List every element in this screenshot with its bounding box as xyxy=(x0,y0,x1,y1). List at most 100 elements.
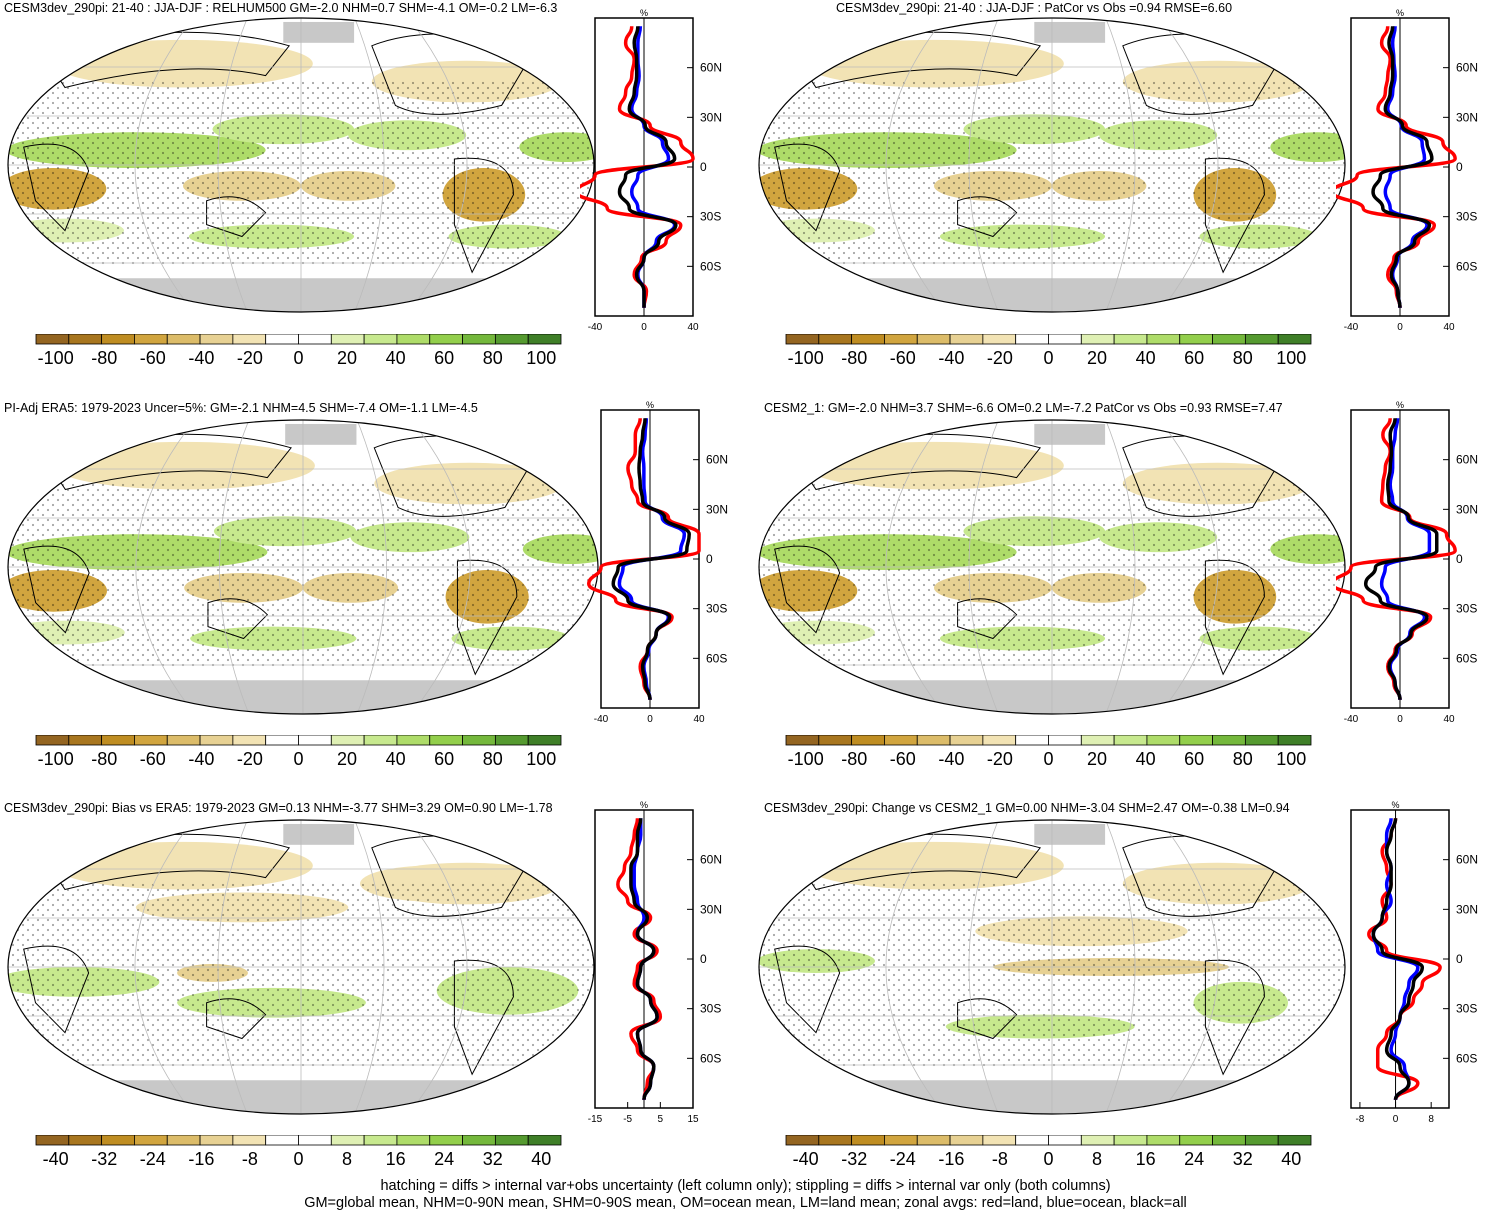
colorbar-swatch xyxy=(232,334,267,345)
graticule-line xyxy=(1159,420,1219,714)
x-tick-label: -40 xyxy=(1344,714,1359,725)
x-tick-label: 0 xyxy=(1397,322,1403,333)
lat-tick-label: 60N xyxy=(1456,61,1478,75)
colorbar-label: -32 xyxy=(91,1149,117,1169)
colorbar-swatch xyxy=(462,1135,496,1146)
continent-outline xyxy=(774,545,841,634)
colorbar-swatch xyxy=(396,1135,431,1146)
zonal-unit: % xyxy=(640,8,648,18)
x-tick-label: 0 xyxy=(1393,1114,1399,1125)
continent-outline xyxy=(1204,157,1265,274)
map-border xyxy=(7,17,595,313)
masked-region xyxy=(1034,423,1106,445)
colorbar-swatch xyxy=(363,735,398,746)
land-zonal-line xyxy=(1367,818,1442,1101)
field-region xyxy=(804,39,1064,88)
field-region xyxy=(53,441,315,490)
continent-outline xyxy=(23,143,90,232)
colorbar-label: 80 xyxy=(483,749,503,769)
colorbar-swatch xyxy=(982,1135,1017,1146)
map-border xyxy=(7,819,595,1115)
lat-tick-label: 60S xyxy=(1456,259,1477,273)
colorbar-swatch xyxy=(232,1135,267,1146)
colorbar-swatch xyxy=(330,735,365,746)
lat-tick-label: 60S xyxy=(1456,651,1477,665)
colorbar-swatch xyxy=(1113,334,1148,345)
colorbar-swatch xyxy=(527,735,562,746)
lat-tick-label: 60N xyxy=(1456,453,1478,467)
lat-tick-label: 0 xyxy=(1456,552,1463,566)
zonal-unit: % xyxy=(646,400,654,410)
all-zonal-line xyxy=(611,418,691,700)
lat-tick-label: 0 xyxy=(700,160,707,174)
colorbar-label: -100 xyxy=(38,348,74,368)
lat-tick-label: 30S xyxy=(700,1002,721,1016)
graticule-line xyxy=(410,420,471,714)
graticule-line xyxy=(885,820,945,1114)
colorbar-swatch xyxy=(101,1135,135,1146)
colorbar-swatch xyxy=(527,1135,562,1146)
colorbar-swatch xyxy=(1179,735,1213,746)
colorbar-label: -16 xyxy=(188,1149,214,1169)
zonal-mean-plot: % 60N 30N 0 30S 60S -40 0 40 xyxy=(580,8,722,333)
colorbar-label: 100 xyxy=(526,348,556,368)
colorbar-swatch xyxy=(1179,334,1213,345)
colorbar-label: -60 xyxy=(890,348,916,368)
colorbar-label: 0 xyxy=(1043,348,1053,368)
colorbar-swatch xyxy=(1277,334,1312,345)
continent-outline xyxy=(774,143,841,232)
all-zonal-line xyxy=(1371,818,1425,1101)
colorbar-swatch xyxy=(1048,735,1082,746)
colorbar-label: -80 xyxy=(91,348,117,368)
graticule-line xyxy=(1105,820,1136,1114)
graticule-line xyxy=(885,420,945,714)
colorbar-swatch xyxy=(68,334,103,345)
colorbar-swatch xyxy=(851,334,885,345)
colorbar-swatch xyxy=(429,735,463,746)
lat-tick-label: 30S xyxy=(700,210,721,224)
zonal-unit: % xyxy=(1396,400,1404,410)
colorbar-swatch xyxy=(298,1135,332,1146)
graticule-line xyxy=(356,420,387,714)
colorbar-swatch xyxy=(916,735,951,746)
colorbar-swatch xyxy=(199,1135,234,1146)
colorbar-label: 16 xyxy=(1136,1149,1156,1169)
panel-title: CESM2_1: GM=-2.0 NHM=3.7 SHM=-6.6 OM=0.2… xyxy=(764,401,1283,415)
lat-tick-label: 0 xyxy=(700,952,707,966)
masked-region xyxy=(1034,823,1106,845)
world-map xyxy=(758,819,1346,1115)
colorbar-swatch xyxy=(1277,1135,1312,1146)
lat-tick-label: 60S xyxy=(1456,1051,1477,1065)
lat-tick-label: 30N xyxy=(700,110,722,124)
colorbar-swatch xyxy=(884,735,918,746)
x-tick-label: -5 xyxy=(623,1114,632,1125)
colorbar-swatch xyxy=(134,1135,168,1146)
graticule-line xyxy=(354,18,385,312)
lat-tick-label: 60S xyxy=(700,1051,721,1065)
colorbar-label: -80 xyxy=(841,749,867,769)
colorbar-label: -60 xyxy=(140,749,166,769)
all-zonal-line xyxy=(629,818,659,1100)
colorbar-swatch xyxy=(494,735,529,746)
field-region xyxy=(880,844,1047,875)
colorbar-label: 40 xyxy=(1281,1149,1301,1169)
graticule-line xyxy=(1159,820,1219,1114)
lat-tick-label: 60N xyxy=(700,853,722,867)
x-tick-label: 8 xyxy=(1428,1114,1434,1125)
colorbar-label: -80 xyxy=(841,348,867,368)
all-zonal-line xyxy=(1371,26,1434,308)
colorbar-label: 0 xyxy=(293,749,303,769)
colorbar-swatch xyxy=(199,735,234,746)
continent-outline xyxy=(453,157,514,274)
colorbar-label: -8 xyxy=(992,1149,1008,1169)
colorbar-swatch xyxy=(101,334,135,345)
masked-region xyxy=(283,21,355,43)
colorbar-label: -40 xyxy=(188,749,214,769)
colorbar-label: -60 xyxy=(140,348,166,368)
colorbar-label: -100 xyxy=(788,348,824,368)
colorbar-swatch xyxy=(785,1135,820,1146)
colorbar-swatch xyxy=(429,1135,463,1146)
lat-tick-label: 30S xyxy=(706,602,727,616)
colorbar-swatch xyxy=(166,735,201,746)
colorbar-swatch xyxy=(884,1135,918,1146)
